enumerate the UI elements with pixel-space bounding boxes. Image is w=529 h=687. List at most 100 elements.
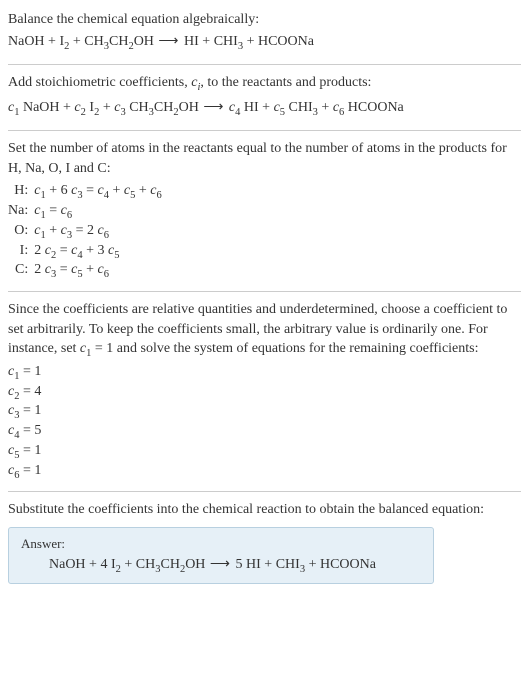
- species: CH: [109, 34, 128, 49]
- answer-intro: Substitute the coefficients into the che…: [8, 500, 521, 520]
- species: NaOH: [8, 34, 45, 49]
- text: =: [46, 203, 61, 218]
- plus: +: [86, 557, 101, 572]
- text: = 1 and solve the system of equations fo…: [91, 341, 478, 356]
- section-problem: Balance the chemical equation algebraica…: [8, 10, 521, 54]
- text: +: [135, 183, 150, 198]
- balance-equation: c1 = c6: [34, 202, 167, 222]
- species: CHI: [285, 100, 313, 115]
- species: OH: [179, 100, 199, 115]
- table-row: O: c1 + c3 = 2 c6: [8, 222, 168, 242]
- table-row: Na: c1 = c6: [8, 202, 168, 222]
- species: NaOH: [49, 557, 86, 572]
- text: , to the reactants and products:: [200, 75, 371, 90]
- species: OH: [185, 557, 205, 572]
- species: HCOONa: [320, 557, 376, 572]
- species: HI: [184, 34, 199, 49]
- plus: +: [305, 557, 320, 572]
- coeff-list: c1 = 1 c2 = 4 c3 = 1 c4 = 5 c5 = 1 c6 = …: [8, 364, 521, 481]
- text: +: [46, 223, 61, 238]
- text: +: [83, 262, 98, 277]
- list-item: c3 = 1: [8, 403, 521, 421]
- balance-intro: Set the number of atoms in the reactants…: [8, 139, 521, 178]
- species: CH: [160, 557, 179, 572]
- answer-label: Answer:: [21, 536, 421, 552]
- sub: 6: [104, 269, 109, 280]
- plus: +: [99, 100, 114, 115]
- problem-intro: Balance the chemical equation algebraica…: [8, 10, 521, 30]
- text: + 6: [46, 183, 71, 198]
- element-label: Na:: [8, 202, 34, 222]
- species: NaOH: [19, 100, 59, 115]
- species: HCOONa: [258, 34, 314, 49]
- species: HI: [240, 100, 258, 115]
- solve-intro: Since the coefficients are relative quan…: [8, 300, 521, 362]
- text: Add stoichiometric coefficients,: [8, 75, 191, 90]
- balance-equation: 2 c2 = c4 + 3 c5: [34, 242, 167, 262]
- species: CH: [136, 557, 155, 572]
- plus: +: [243, 34, 258, 49]
- val: = 1: [19, 403, 41, 418]
- plus: +: [259, 100, 274, 115]
- balanced-equation: NaOH + 4 I2 + CH3CH2OH ⟶ 5 HI + CHI3 + H…: [21, 556, 421, 575]
- val: = 1: [19, 443, 41, 458]
- element-label: H:: [8, 182, 34, 202]
- sub: 6: [156, 190, 161, 201]
- table-row: H: c1 + 6 c3 = c4 + c5 + c6: [8, 182, 168, 202]
- coeff-intro: Add stoichiometric coefficients, ci, to …: [8, 73, 521, 95]
- list-item: c4 = 5: [8, 423, 521, 441]
- val: = 1: [19, 364, 41, 379]
- section-solve: Since the coefficients are relative quan…: [8, 291, 521, 480]
- list-item: c1 = 1: [8, 364, 521, 382]
- answer-box: Answer: NaOH + 4 I2 + CH3CH2OH ⟶ 5 HI + …: [8, 527, 434, 584]
- list-item: c5 = 1: [8, 443, 521, 461]
- unbalanced-equation: NaOH + I2 + CH3CH2OH ⟶ HI + CHI3 + HCOON…: [8, 32, 521, 54]
- section-atom-balance: Set the number of atoms in the reactants…: [8, 130, 521, 281]
- plus: +: [45, 34, 60, 49]
- text: + 3: [83, 243, 108, 258]
- text: =: [56, 262, 71, 277]
- text: +: [109, 183, 124, 198]
- sub: 6: [104, 230, 109, 241]
- plus: +: [261, 557, 276, 572]
- reaction-arrow: ⟶: [154, 34, 184, 49]
- species: CH: [84, 34, 103, 49]
- species: 4 I: [100, 557, 115, 572]
- table-row: C: 2 c3 = c5 + c6: [8, 261, 168, 281]
- plus: +: [69, 34, 84, 49]
- balance-equation: c1 + 6 c3 = c4 + c5 + c6: [34, 182, 167, 202]
- text: 2: [34, 262, 45, 277]
- species: CHI: [214, 34, 238, 49]
- plus: +: [318, 100, 333, 115]
- species: I: [86, 100, 94, 115]
- element-label: O:: [8, 222, 34, 242]
- species: CHI: [276, 557, 300, 572]
- balance-table: H: c1 + 6 c3 = c4 + c5 + c6 Na: c1 = c6 …: [8, 182, 168, 281]
- text: =: [56, 243, 71, 258]
- val: = 1: [19, 463, 41, 478]
- text: =: [83, 183, 98, 198]
- species: CH: [154, 100, 173, 115]
- list-item: c2 = 4: [8, 384, 521, 402]
- val: = 5: [19, 423, 41, 438]
- plus: +: [60, 100, 75, 115]
- section-answer: Substitute the coefficients into the che…: [8, 491, 521, 584]
- section-coefficients: Add stoichiometric coefficients, ci, to …: [8, 64, 521, 120]
- reaction-arrow: ⟶: [199, 100, 229, 115]
- val: = 4: [19, 384, 41, 399]
- balance-equation: c1 + c3 = 2 c6: [34, 222, 167, 242]
- element-label: C:: [8, 261, 34, 281]
- list-item: c6 = 1: [8, 463, 521, 481]
- element-label: I:: [8, 242, 34, 262]
- coeff-equation: c1 NaOH + c2 I2 + c3 CH3CH2OH ⟶ c4 HI + …: [8, 98, 521, 120]
- plus: +: [199, 34, 214, 49]
- plus: +: [121, 557, 136, 572]
- table-row: I: 2 c2 = c4 + 3 c5: [8, 242, 168, 262]
- balance-equation: 2 c3 = c5 + c6: [34, 261, 167, 281]
- species: HCOONa: [344, 100, 404, 115]
- species: CH: [126, 100, 149, 115]
- text: = 2: [72, 223, 97, 238]
- text: 2: [34, 243, 45, 258]
- sub: 5: [114, 249, 119, 260]
- reaction-arrow: ⟶: [205, 557, 235, 572]
